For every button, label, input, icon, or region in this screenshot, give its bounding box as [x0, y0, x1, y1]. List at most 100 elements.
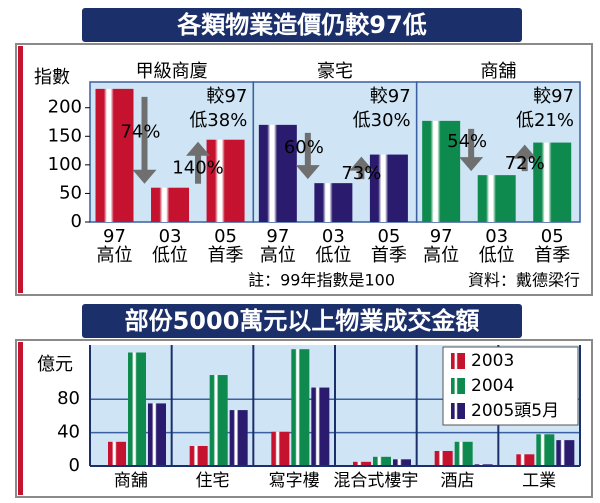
y-tick-label: 0: [71, 211, 82, 232]
x-tick-label: 03: [159, 226, 182, 247]
bar: [533, 142, 572, 222]
x-tick-label: 住宅: [196, 471, 230, 491]
bar: [393, 459, 411, 466]
bar: [311, 387, 330, 466]
x-tick-label: 低位: [152, 245, 188, 266]
arrow-head: [349, 156, 374, 171]
arrow-shaft: [141, 96, 148, 172]
frame-stripe: [18, 46, 23, 293]
bar: [258, 124, 297, 222]
bar: [314, 183, 353, 222]
legend-swatch: [451, 353, 465, 369]
bar: [271, 431, 290, 466]
rise-label: 140%: [172, 158, 223, 179]
arrow-head: [132, 169, 157, 184]
title-bar: [82, 8, 522, 42]
chart-title: 部份5000萬元以上物業成交金額: [125, 307, 480, 335]
rise-label: 72%: [505, 153, 545, 174]
x-tick-label: 低位: [479, 245, 515, 266]
arrow-head: [512, 144, 537, 159]
x-tick-label: 首季: [534, 245, 570, 266]
bar: [189, 445, 208, 466]
arrow-shaft: [521, 156, 528, 172]
title-bar: [82, 304, 522, 338]
bar: [128, 352, 146, 466]
x-tick-label: 高位: [423, 245, 459, 266]
bar: [353, 461, 371, 466]
x-tick-label: 商舖: [114, 471, 148, 491]
legend-label: 2005頭5月: [471, 401, 559, 421]
y-tick-label: 50: [59, 182, 82, 203]
x-tick-label: 05: [541, 226, 564, 247]
drop-label: 54%: [447, 131, 487, 152]
x-tick-label: 首季: [208, 245, 244, 266]
legend-box: [442, 346, 579, 426]
compare-label: 低38%: [189, 110, 247, 131]
legend-label: 2004: [471, 376, 514, 396]
chart-title: 各類物業造價仍較97低: [176, 11, 426, 39]
bar: [151, 187, 190, 222]
y-tick-label: 0: [69, 455, 80, 476]
frame-stripe: [18, 342, 23, 495]
bar: [434, 450, 453, 466]
x-tick-label: 05: [377, 226, 400, 247]
y-tick-label: 80: [57, 388, 80, 409]
note: 註：99年指數是100: [248, 271, 395, 290]
bar: [229, 410, 248, 466]
bar: [454, 441, 473, 466]
y-tick-label: 40: [57, 422, 80, 443]
drop-label: 60%: [284, 137, 324, 158]
x-tick-label: 高位: [260, 245, 296, 266]
note: 資料：戴德梁行: [468, 271, 580, 290]
x-tick-label: 寫字樓: [269, 471, 320, 491]
arrow-shaft: [358, 168, 365, 180]
arrow-shaft: [195, 153, 202, 184]
legend-label: 2003: [471, 351, 514, 371]
x-tick-label: 首季: [371, 245, 407, 266]
arrow-head: [295, 165, 320, 180]
x-tick-label: 05: [214, 226, 237, 247]
arrow-head: [186, 141, 211, 156]
bar: [556, 440, 575, 466]
legend-swatch: [451, 378, 465, 394]
x-tick-label: 03: [322, 226, 345, 247]
arrow-head: [459, 157, 484, 172]
rise-label: 73%: [341, 163, 381, 184]
bar: [422, 120, 461, 222]
x-tick-label: 03: [485, 226, 508, 247]
bar: [536, 434, 555, 466]
compare-label: 低21%: [516, 110, 574, 131]
x-tick-label: 工業: [522, 471, 556, 491]
bar: [148, 403, 166, 466]
bar: [108, 441, 126, 466]
panel-header: 商舖: [480, 61, 516, 82]
bar: [373, 456, 391, 466]
bar: [291, 349, 310, 466]
arrow-shaft: [304, 132, 311, 168]
y-axis-label: 指數: [34, 67, 70, 88]
x-tick-label: 低位: [315, 245, 351, 266]
x-tick-label: 97: [103, 226, 126, 247]
x-tick-label: 97: [266, 226, 289, 247]
legend-swatch: [451, 403, 465, 419]
bar: [95, 88, 134, 222]
compare-label: 低30%: [353, 110, 411, 131]
arrow-shaft: [468, 128, 475, 160]
compare-label: 較97: [370, 86, 411, 107]
y-axis-label: 億元: [37, 354, 73, 375]
drop-label: 74%: [120, 121, 160, 142]
x-tick-label: 混合式樓宇: [333, 471, 418, 491]
bar: [206, 139, 245, 222]
compare-label: 較97: [206, 86, 247, 107]
panel-header: 甲級商廈: [136, 61, 208, 82]
compare-label: 較97: [533, 86, 574, 107]
x-tick-label: 高位: [97, 245, 133, 266]
x-tick-label: 97: [430, 226, 453, 247]
bar: [477, 175, 516, 222]
panel-header: 豪宅: [317, 61, 353, 82]
y-tick-label: 100: [48, 154, 82, 175]
bar: [209, 375, 228, 466]
bar: [369, 154, 408, 222]
